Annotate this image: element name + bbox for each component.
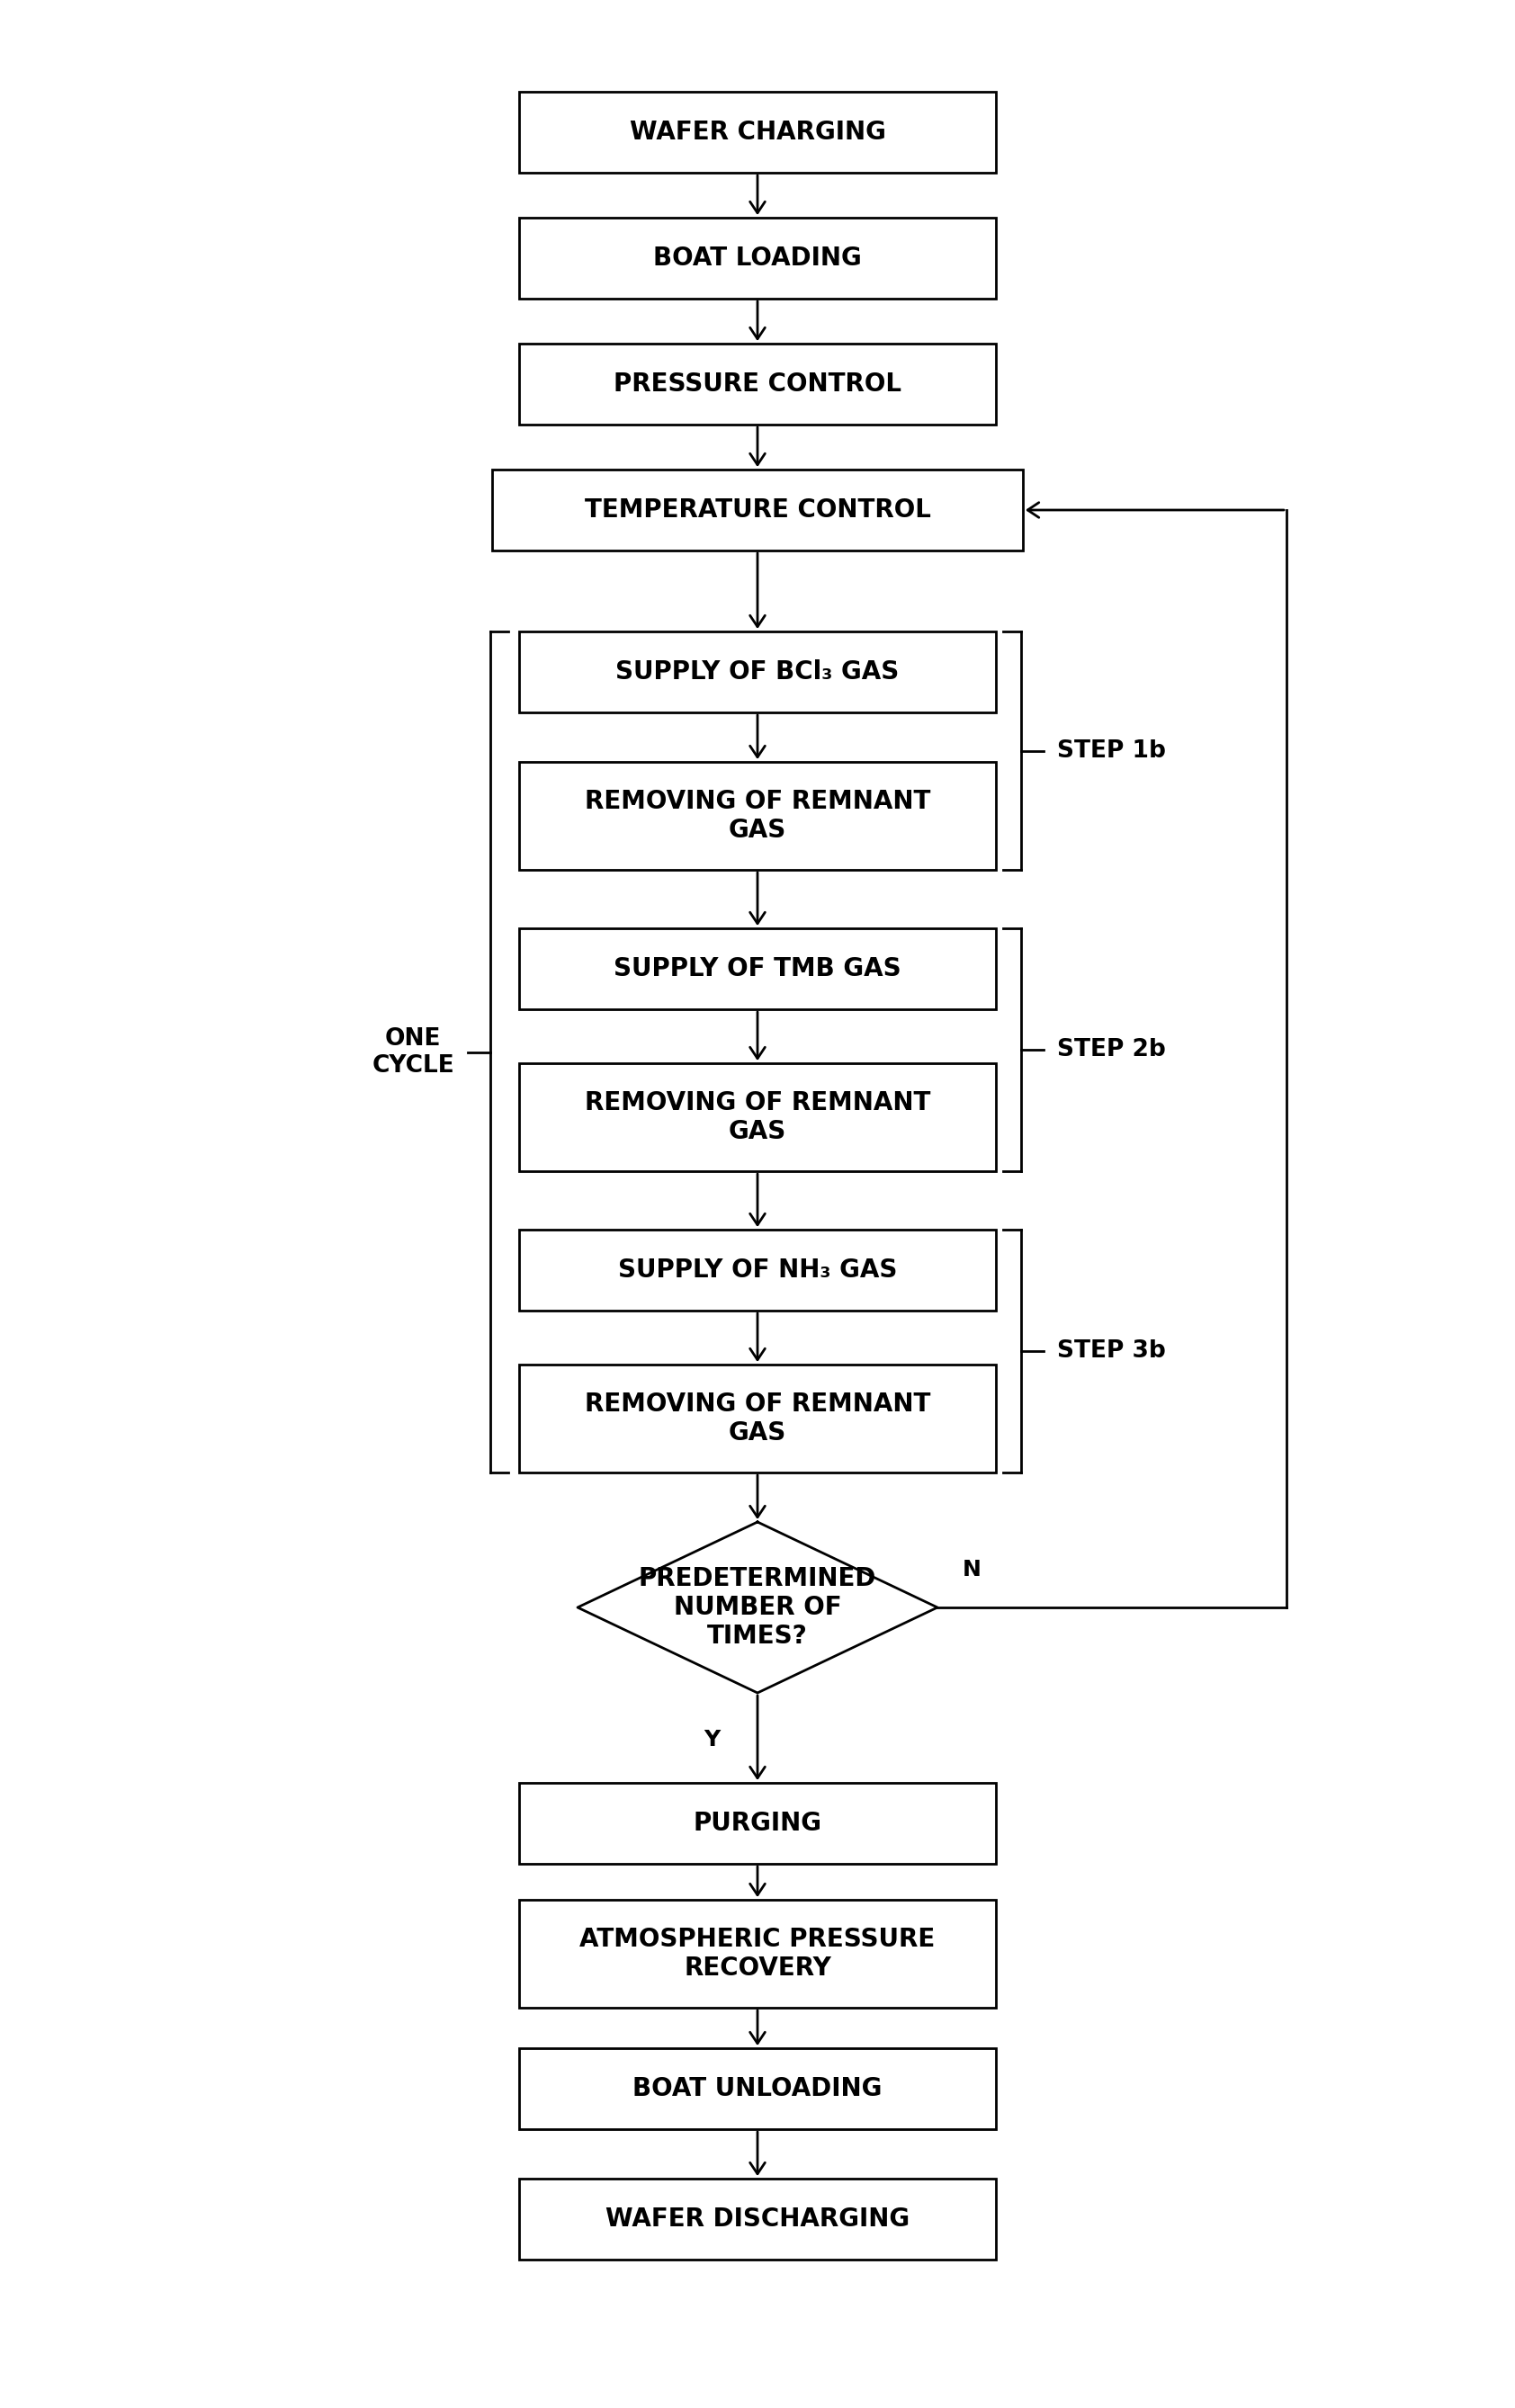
Text: STEP 3b: STEP 3b [1057, 1339, 1165, 1363]
Text: SUPPLY OF TMB GAS: SUPPLY OF TMB GAS [614, 956, 901, 982]
Bar [520, 2179, 995, 2259]
Bar [520, 2049, 995, 2129]
Text: WAFER CHARGING: WAFER CHARGING [629, 120, 886, 144]
Text: PREDETERMINED
NUMBER OF
TIMES?: PREDETERMINED NUMBER OF TIMES? [639, 1565, 876, 1649]
Bar [520, 929, 995, 1009]
Bar [520, 761, 995, 869]
Bar [520, 1782, 995, 1864]
Text: STEP 2b: STEP 2b [1057, 1038, 1165, 1062]
Text: BOAT LOADING: BOAT LOADING [653, 246, 862, 270]
Text: REMOVING OF REMNANT
GAS: REMOVING OF REMNANT GAS [585, 1091, 930, 1144]
Bar [520, 217, 995, 299]
Text: TEMPERATURE CONTROL: TEMPERATURE CONTROL [585, 498, 930, 523]
Text: ATMOSPHERIC PRESSURE
RECOVERY: ATMOSPHERIC PRESSURE RECOVERY [580, 1926, 935, 1982]
Bar [520, 1064, 995, 1170]
Text: PRESSURE CONTROL: PRESSURE CONTROL [614, 371, 901, 397]
Text: REMOVING OF REMNANT
GAS: REMOVING OF REMNANT GAS [585, 790, 930, 843]
Bar [520, 631, 995, 713]
Text: BOAT UNLOADING: BOAT UNLOADING [633, 2076, 882, 2102]
Text: PURGING: PURGING [694, 1811, 821, 1835]
Text: SUPPLY OF NH₃ GAS: SUPPLY OF NH₃ GAS [618, 1257, 897, 1283]
Bar [520, 1900, 995, 2008]
Text: SUPPLY OF BCl₃ GAS: SUPPLY OF BCl₃ GAS [615, 660, 900, 684]
Text: WAFER DISCHARGING: WAFER DISCHARGING [606, 2206, 909, 2232]
Text: N: N [962, 1558, 982, 1580]
Text: REMOVING OF REMNANT
GAS: REMOVING OF REMNANT GAS [585, 1392, 930, 1445]
Text: Y: Y [703, 1729, 720, 1751]
Bar [520, 1365, 995, 1474]
Text: ONE
CYCLE: ONE CYCLE [371, 1026, 454, 1076]
Bar [520, 344, 995, 424]
Bar [520, 92, 995, 173]
Bar [492, 470, 1023, 551]
Text: STEP 1b: STEP 1b [1057, 739, 1167, 763]
Bar [520, 1230, 995, 1310]
